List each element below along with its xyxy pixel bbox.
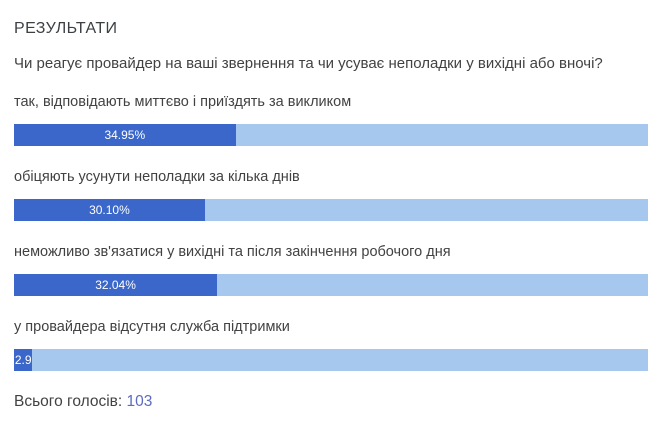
result-bar-track: 2.9 <box>14 349 648 371</box>
poll-options-list: так, відповідають миттєво і приїздять за… <box>14 93 648 371</box>
poll-option-row: обіцяють усунути неполадки за кілька дні… <box>14 168 648 221</box>
total-votes-label: Всього голосів: <box>14 393 123 410</box>
result-bar-fill: 30.10% <box>14 199 205 221</box>
option-label: так, відповідають миттєво і приїздять за… <box>14 94 352 110</box>
total-votes-line: Всього голосів: 103 <box>14 393 648 411</box>
poll-option-row: неможливо зв'язатися у вихідні та після … <box>14 243 648 296</box>
poll-option-row: так, відповідають миттєво і приїздять за… <box>14 93 648 146</box>
result-bar-track: 34.95% <box>14 124 648 146</box>
result-bar-fill: 2.9 <box>14 349 33 371</box>
option-label: обіцяють усунути неполадки за кілька дні… <box>14 169 300 185</box>
result-percent-label: 34.95% <box>104 128 146 142</box>
result-percent-label: 30.10% <box>89 203 130 217</box>
poll-option-row: у провайдера відсутня служба підтримки 2.… <box>14 318 648 371</box>
option-label: у провайдера відсутня служба підтримки <box>14 319 290 335</box>
result-bar-fill: 32.04% <box>14 274 218 296</box>
poll-question: Чи реагує провайдер на ваші звернення та… <box>14 55 603 72</box>
results-title: РЕЗУЛЬТАТИ <box>14 20 118 37</box>
result-bar-track: 32.04% <box>14 274 648 296</box>
result-bar-fill: 34.95% <box>14 124 236 146</box>
total-votes-value: 103 <box>126 393 153 410</box>
result-percent-label: 2.9 <box>14 353 32 367</box>
result-percent-label: 32.04% <box>95 278 136 292</box>
result-bar-track: 30.10% <box>14 199 648 221</box>
option-label: неможливо зв'язатися у вихідні та після … <box>14 244 451 260</box>
